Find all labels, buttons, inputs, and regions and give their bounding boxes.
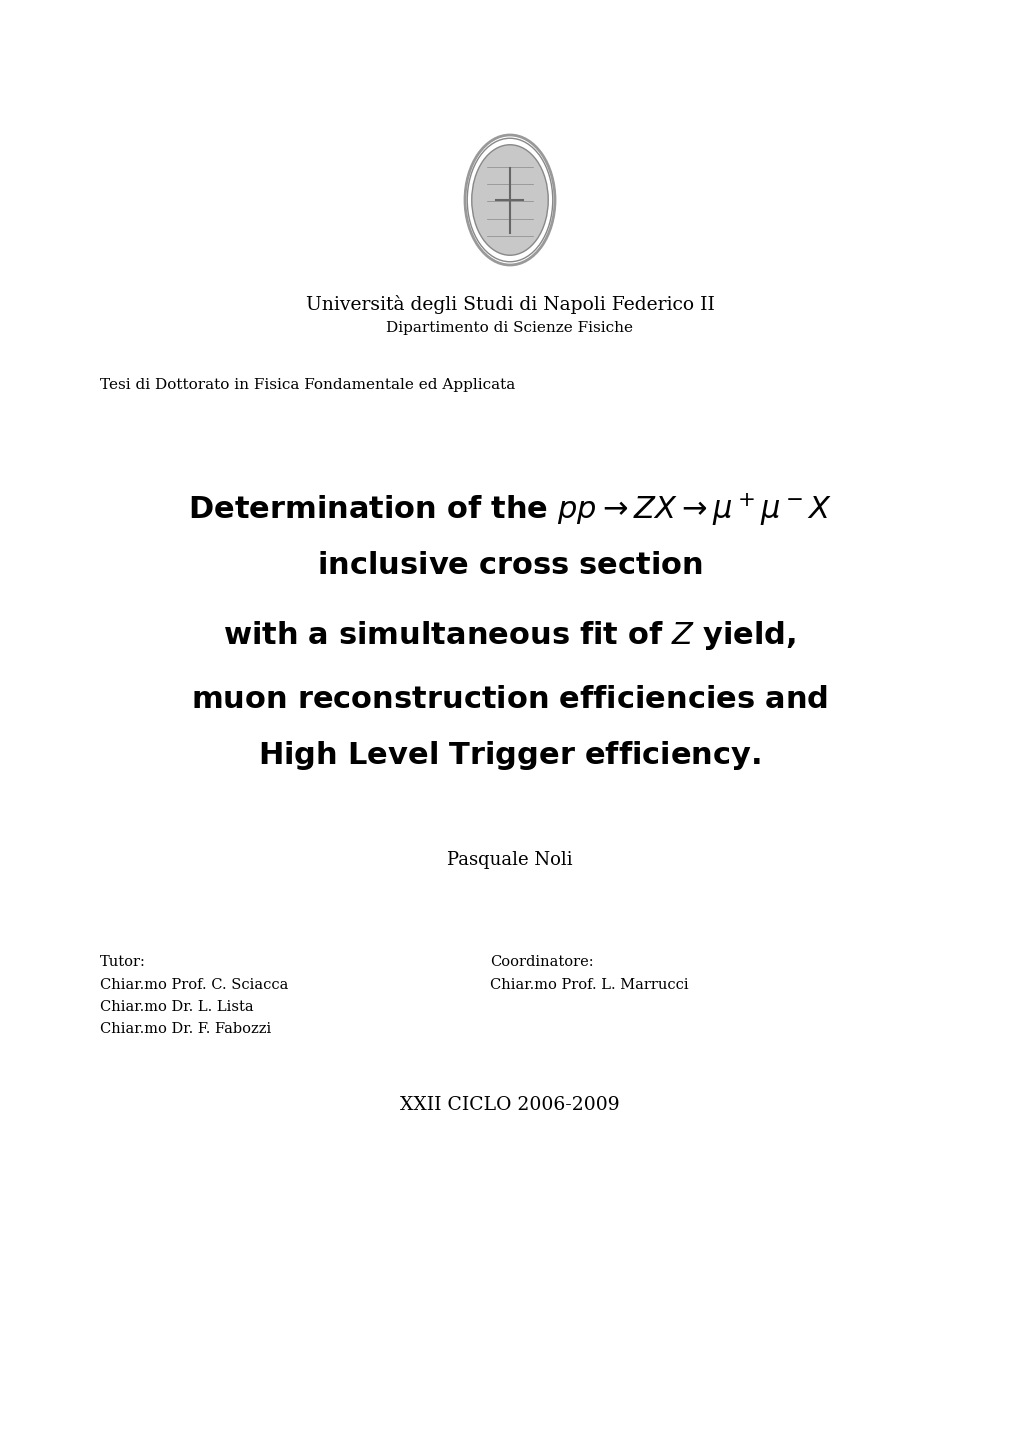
Text: Chiar.mo Dr. F. Fabozzi: Chiar.mo Dr. F. Fabozzi xyxy=(100,1022,271,1035)
Text: $\mathbf{muon\ reconstruction\ efficiencies\ and}$: $\mathbf{muon\ reconstruction\ efficienc… xyxy=(192,685,827,715)
Text: Chiar.mo Prof. L. Marrucci: Chiar.mo Prof. L. Marrucci xyxy=(489,978,688,992)
Text: Tesi di Dottorato in Fisica Fondamentale ed Applicata: Tesi di Dottorato in Fisica Fondamentale… xyxy=(100,378,515,392)
Text: Chiar.mo Prof. C. Sciacca: Chiar.mo Prof. C. Sciacca xyxy=(100,978,288,992)
Text: Coordinatore:: Coordinatore: xyxy=(489,955,593,969)
Text: $\mathbf{High\ Level\ Trigger\ efficiency.}$: $\mathbf{High\ Level\ Trigger\ efficienc… xyxy=(258,738,761,771)
Text: $\mathbf{Determination\ of\ the\ }$$pp \rightarrow ZX \rightarrow \mu^+\mu^- X$: $\mathbf{Determination\ of\ the\ }$$pp \… xyxy=(187,492,832,528)
Text: Dipartimento di Scienze Fisiche: Dipartimento di Scienze Fisiche xyxy=(386,322,633,335)
Text: XXII CICLO 2006-2009: XXII CICLO 2006-2009 xyxy=(399,1096,620,1115)
Ellipse shape xyxy=(471,144,548,255)
Text: Chiar.mo Dr. L. Lista: Chiar.mo Dr. L. Lista xyxy=(100,999,254,1014)
Text: Pasquale Noli: Pasquale Noli xyxy=(446,851,573,870)
Text: Università degli Studi di Napoli Federico II: Università degli Studi di Napoli Federic… xyxy=(306,296,713,314)
Text: $\mathbf{inclusive\ cross\ section}$: $\mathbf{inclusive\ cross\ section}$ xyxy=(317,549,702,581)
Text: Tutor:: Tutor: xyxy=(100,955,146,969)
Text: $\mathbf{with\ a\ simultaneous\ fit\ of\ }$$Z$$\mathbf{\ yield,}$: $\mathbf{with\ a\ simultaneous\ fit\ of\… xyxy=(223,619,796,652)
